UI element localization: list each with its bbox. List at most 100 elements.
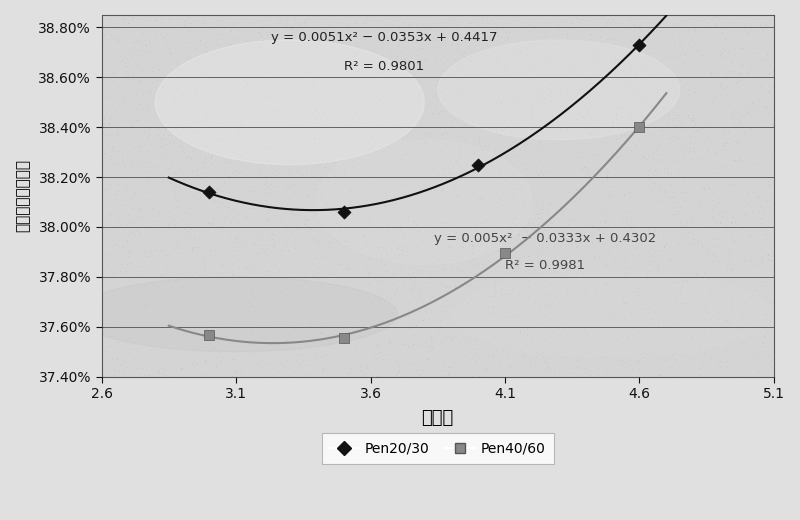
Point xyxy=(242,58,255,67)
Point xyxy=(492,193,505,202)
Point xyxy=(142,36,155,44)
Point xyxy=(351,114,364,123)
Point xyxy=(751,349,764,357)
Point xyxy=(668,319,681,328)
Point xyxy=(689,349,702,357)
Point xyxy=(152,45,165,53)
Point xyxy=(138,298,150,306)
Point xyxy=(490,24,503,33)
Point xyxy=(210,22,222,30)
Point xyxy=(333,32,346,40)
Point xyxy=(623,15,636,23)
Point xyxy=(178,109,191,118)
Point xyxy=(262,282,275,290)
Point xyxy=(764,49,777,57)
Point xyxy=(398,62,411,71)
Point xyxy=(470,11,482,20)
Point xyxy=(597,317,610,326)
Point xyxy=(159,269,172,278)
Point xyxy=(116,95,129,103)
Point xyxy=(273,169,286,177)
Point xyxy=(502,263,514,271)
Point xyxy=(232,23,245,31)
Point xyxy=(457,48,470,56)
Point xyxy=(536,170,549,178)
Point xyxy=(669,184,682,192)
Point xyxy=(468,149,481,158)
Point xyxy=(514,275,526,283)
Point xyxy=(273,155,286,164)
Point xyxy=(153,322,166,331)
Point xyxy=(692,192,705,200)
Point xyxy=(482,58,495,66)
Point xyxy=(335,324,348,333)
Point xyxy=(766,302,778,310)
Point xyxy=(246,301,258,309)
Point xyxy=(289,233,302,242)
Point xyxy=(334,260,347,268)
Point xyxy=(122,12,135,20)
Point xyxy=(606,287,618,295)
Point xyxy=(476,237,489,245)
Point xyxy=(735,44,748,53)
Point xyxy=(473,304,486,312)
Point xyxy=(402,284,415,292)
Point xyxy=(395,25,408,34)
Point xyxy=(554,214,567,222)
Point xyxy=(250,175,263,183)
Point xyxy=(140,176,153,184)
Point xyxy=(438,357,450,366)
Point xyxy=(369,122,382,131)
Point xyxy=(397,247,410,255)
Point xyxy=(748,127,761,136)
Point xyxy=(127,204,140,213)
Point xyxy=(272,93,285,101)
Point xyxy=(453,345,466,354)
Point xyxy=(505,361,518,370)
Point xyxy=(701,262,714,270)
Point xyxy=(427,293,440,302)
Point xyxy=(672,111,685,120)
Point xyxy=(244,349,257,358)
Point xyxy=(698,348,710,356)
Point xyxy=(665,170,678,178)
Point xyxy=(517,272,530,281)
Point xyxy=(415,257,428,265)
Point xyxy=(305,142,318,150)
Point xyxy=(450,160,463,168)
Point xyxy=(498,202,511,210)
Point xyxy=(401,241,414,250)
Point xyxy=(246,291,258,299)
Point xyxy=(722,246,734,255)
Point xyxy=(395,310,408,318)
Point xyxy=(437,173,450,181)
Point xyxy=(429,52,442,60)
Point xyxy=(551,92,564,100)
Point xyxy=(498,36,511,45)
Point xyxy=(118,161,131,169)
Point xyxy=(244,285,257,294)
Point xyxy=(670,355,682,363)
Point xyxy=(301,278,314,287)
Point xyxy=(758,161,770,169)
Point xyxy=(312,147,325,155)
Point xyxy=(269,327,282,335)
Point xyxy=(335,216,348,225)
Point xyxy=(388,222,401,230)
Point xyxy=(414,280,426,289)
Point xyxy=(451,74,464,82)
Point xyxy=(264,50,277,58)
Point xyxy=(164,80,177,88)
Point xyxy=(601,201,614,210)
Point xyxy=(548,240,561,249)
Point xyxy=(239,311,252,319)
Point xyxy=(202,188,215,196)
Point xyxy=(327,189,340,197)
Point xyxy=(646,320,659,329)
Point xyxy=(590,29,603,37)
Point xyxy=(197,285,210,294)
Point xyxy=(624,66,637,74)
Point xyxy=(682,14,695,22)
Point xyxy=(278,142,291,150)
Point xyxy=(118,114,131,122)
